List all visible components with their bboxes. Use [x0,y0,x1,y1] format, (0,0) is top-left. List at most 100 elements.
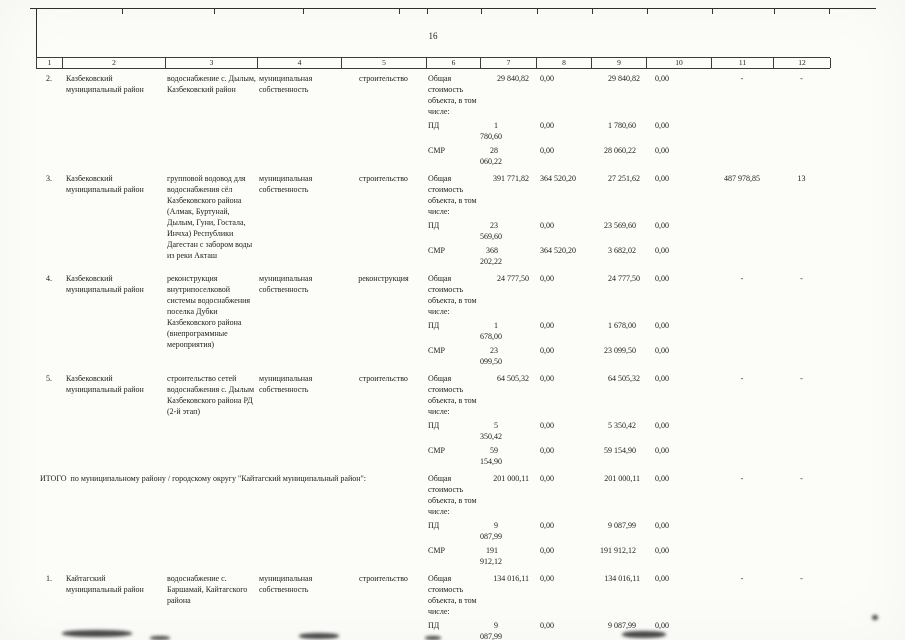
smr-col8: 364 520,20 [540,246,576,255]
row-number-cell: 1. [46,574,52,583]
total-col11: - [740,474,744,483]
scan-tick [214,8,215,14]
total-col12: 13 [797,174,806,183]
pd-line: ПД 1 678,00 0,00 1 678,00 0,00 [426,320,830,342]
total-col10: 0,00 [655,274,669,283]
pd-col10: 0,00 [655,621,669,630]
scan-smudge [62,630,132,637]
row-number-cell: 5. [46,374,52,383]
row-number-cell: 4. [46,274,52,283]
total-cost-label: Общая стоимость объекта, в том числе: [428,574,477,616]
total-col7: 201 000,11 [493,474,529,483]
pd-label: ПД [428,421,440,430]
total-cost-line: Общая стоимость объекта, в том числе: 64… [426,373,830,417]
total-col10: 0,00 [655,374,669,383]
smr-col9: 191 912,12 [600,546,636,555]
scan-tick [647,8,648,14]
financial-block: Общая стоимость объекта, в том числе: 64… [426,373,830,467]
column-number: 9 [592,58,647,68]
table-row: 4. Казбековский муниципальный район реко… [36,273,830,367]
pd-line: ПД 9 087,99 0,00 9 087,99 0,00 [426,620,830,640]
total-col12: - [800,474,803,483]
smr-label: СМР [428,246,445,255]
scan-edge-line-left [36,8,37,57]
total-col7: 64 505,32 [497,374,529,383]
smr-col7: 28 060,22 [480,146,502,166]
smr-col7: 23 099,50 [480,346,502,366]
total-col10: 0,00 [655,174,669,183]
pd-line: ПД 1 780,60 0,00 1 780,60 0,00 [426,120,830,142]
total-col7: 134 016,11 [493,574,529,583]
scan-smudge [872,615,878,620]
smr-col10: 0,00 [655,346,669,355]
pd-col8: 0,00 [540,221,554,230]
pd-col9: 9 087,99 [608,521,636,530]
smr-col9: 59 154,90 [604,446,636,455]
total-col8: 0,00 [540,274,554,283]
column-number: 2 [63,58,166,68]
total-col11: - [740,574,744,583]
pd-label: ПД [428,121,440,130]
smr-col10: 0,00 [655,546,669,555]
smr-col8: 0,00 [540,446,554,455]
pd-col10: 0,00 [655,121,669,130]
pd-col7: 1 780,60 [480,121,502,141]
scan-tick [481,8,482,14]
total-col8: 0,00 [540,474,554,483]
total-cost-label: Общая стоимость объекта, в том числе: [428,274,477,316]
municipality-cell: Казбековский муниципальный район [66,174,144,194]
column-number: 1 [37,58,63,68]
smr-col8: 0,00 [540,146,554,155]
pd-label: ПД [428,621,440,630]
scan-smudge [299,633,339,639]
total-col10: 0,00 [655,474,669,483]
smr-col8: 0,00 [540,546,554,555]
work-type-cell: строительство [359,374,408,383]
object-name-cell: водоснабжение с. Дылым, Казбековский рай… [167,74,256,94]
scan-tick [122,8,123,14]
smr-line: СМР 368 202,22 364 520,20 3 682,02 0,00 [426,245,830,267]
total-col7: 29 840,82 [497,74,529,83]
pd-col7: 9 087,99 [480,621,502,640]
total-col8: 364 520,20 [540,174,576,183]
total-col12: - [800,274,803,283]
financial-block: Общая стоимость объекта, в том числе: 24… [426,273,830,367]
column-number: 4 [258,58,342,68]
total-col7: 391 771,82 [493,174,529,183]
column-number: 3 [166,58,258,68]
pd-label: ПД [428,521,440,530]
smr-col10: 0,00 [655,446,669,455]
total-col8: 0,00 [540,574,554,583]
total-cost-line: Общая стоимость объекта, в том числе: 29… [426,73,830,117]
column-number: 6 [427,58,481,68]
municipality-cell: Казбековский муниципальный район [66,74,144,94]
municipality-cell: Казбековский муниципальный район [66,374,144,394]
pd-label: ПД [428,221,440,230]
pd-col9: 1 678,00 [608,321,636,330]
scan-smudge [425,636,441,640]
subtotal-row: ИТОГО по муниципальному району / городск… [36,473,830,567]
financial-block: Общая стоимость объекта, в том числе: 13… [426,573,830,640]
pd-col7: 1 678,00 [480,321,502,341]
object-name-cell: водоснабжение с. Баршамай, Кайтагского р… [167,574,248,605]
smr-line: СМР 59 154,90 0,00 59 154,90 0,00 [426,445,830,467]
total-col9: 64 505,32 [608,374,640,383]
total-cost-line: Общая стоимость объекта, в том числе: 13… [426,573,830,617]
pd-col10: 0,00 [655,321,669,330]
pd-col9: 23 569,60 [604,221,636,230]
total-col9: 27 251,62 [608,174,640,183]
scan-tick [303,8,304,14]
scan-smudge [150,636,170,640]
pd-col9: 5 350,42 [608,421,636,430]
pd-col7: 9 087,99 [480,521,502,541]
pd-col7: 5 350,42 [480,421,502,441]
smr-col7: 368 202,22 [480,246,502,266]
work-type-cell: реконструкция [358,274,409,283]
row-number-cell: 3. [46,174,52,183]
column-number: 8 [537,58,592,68]
scan-tick [592,8,593,14]
column-number: 5 [342,58,427,68]
financial-block: Общая стоимость объекта, в том числе: 20… [426,473,830,567]
scan-tick [829,8,830,14]
